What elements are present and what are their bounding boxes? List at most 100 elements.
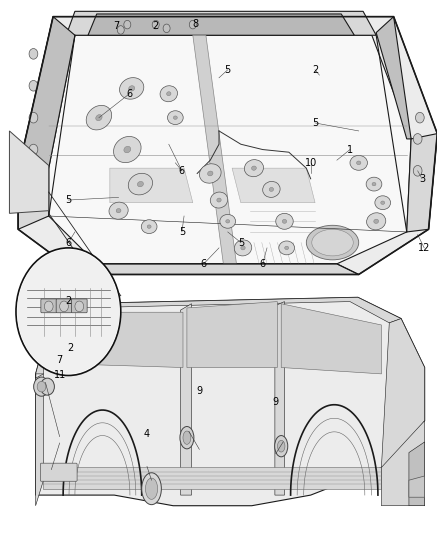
Polygon shape — [110, 168, 193, 203]
Polygon shape — [18, 17, 75, 171]
Polygon shape — [35, 304, 75, 374]
Text: 7: 7 — [57, 354, 63, 365]
Text: 12: 12 — [418, 243, 431, 253]
Text: 7: 7 — [113, 21, 120, 31]
Polygon shape — [193, 35, 237, 264]
Ellipse shape — [372, 182, 376, 186]
Polygon shape — [35, 374, 43, 506]
Ellipse shape — [147, 225, 151, 228]
Circle shape — [16, 248, 121, 375]
Text: 5: 5 — [312, 118, 318, 128]
Polygon shape — [18, 168, 49, 229]
Ellipse shape — [366, 177, 382, 191]
Circle shape — [117, 26, 124, 34]
Ellipse shape — [120, 78, 144, 99]
Circle shape — [75, 301, 84, 312]
Polygon shape — [376, 17, 411, 139]
Text: 6: 6 — [65, 238, 71, 247]
Ellipse shape — [350, 156, 367, 170]
Ellipse shape — [141, 220, 157, 233]
Polygon shape — [35, 297, 425, 506]
Ellipse shape — [129, 86, 135, 91]
Circle shape — [189, 20, 196, 29]
Circle shape — [34, 377, 49, 396]
Text: 5: 5 — [65, 195, 71, 205]
Polygon shape — [409, 476, 425, 497]
Ellipse shape — [367, 213, 386, 230]
Polygon shape — [88, 14, 354, 35]
Ellipse shape — [166, 92, 171, 96]
Circle shape — [37, 381, 46, 392]
Text: 4: 4 — [144, 429, 150, 439]
Circle shape — [29, 49, 38, 59]
Text: 1: 1 — [347, 144, 353, 155]
Ellipse shape — [217, 198, 221, 202]
Ellipse shape — [183, 431, 191, 445]
Circle shape — [413, 134, 422, 144]
Ellipse shape — [381, 201, 385, 205]
Text: 5: 5 — [238, 238, 244, 247]
Polygon shape — [381, 421, 425, 506]
Ellipse shape — [138, 181, 143, 187]
Text: 2: 2 — [152, 21, 159, 31]
Text: 8: 8 — [192, 19, 198, 29]
Ellipse shape — [128, 173, 152, 195]
Circle shape — [29, 144, 38, 155]
Ellipse shape — [220, 214, 236, 228]
Text: 2: 2 — [67, 343, 74, 353]
Ellipse shape — [167, 111, 183, 125]
Text: 3: 3 — [419, 174, 425, 184]
Circle shape — [152, 20, 159, 29]
Ellipse shape — [269, 188, 274, 191]
Ellipse shape — [275, 435, 288, 457]
Ellipse shape — [306, 225, 359, 260]
Polygon shape — [407, 134, 437, 232]
Circle shape — [29, 176, 38, 187]
Circle shape — [60, 301, 68, 312]
Ellipse shape — [279, 241, 294, 255]
Text: 11: 11 — [53, 370, 66, 381]
Ellipse shape — [210, 192, 228, 208]
Ellipse shape — [234, 240, 252, 256]
Polygon shape — [18, 17, 437, 274]
Text: 6: 6 — [201, 259, 207, 269]
Ellipse shape — [160, 86, 177, 102]
Polygon shape — [187, 302, 277, 368]
Text: 6: 6 — [127, 88, 133, 99]
Text: 5: 5 — [179, 227, 185, 237]
Ellipse shape — [278, 440, 285, 452]
Polygon shape — [66, 11, 376, 35]
Polygon shape — [79, 264, 359, 274]
Circle shape — [416, 112, 424, 123]
FancyBboxPatch shape — [41, 299, 57, 313]
Ellipse shape — [142, 473, 161, 505]
Ellipse shape — [113, 136, 141, 163]
Ellipse shape — [276, 213, 293, 229]
Ellipse shape — [199, 164, 221, 183]
Polygon shape — [49, 35, 411, 264]
FancyBboxPatch shape — [56, 299, 72, 313]
Polygon shape — [43, 467, 381, 489]
Ellipse shape — [283, 219, 287, 223]
Ellipse shape — [226, 220, 230, 223]
Ellipse shape — [208, 171, 213, 176]
Polygon shape — [46, 312, 183, 368]
Polygon shape — [281, 304, 381, 374]
Ellipse shape — [244, 159, 264, 176]
Polygon shape — [75, 297, 401, 323]
Polygon shape — [232, 168, 315, 203]
Ellipse shape — [312, 229, 353, 256]
Text: 9: 9 — [273, 397, 279, 407]
Circle shape — [413, 165, 422, 176]
Ellipse shape — [374, 219, 378, 223]
Ellipse shape — [173, 116, 177, 119]
Circle shape — [44, 301, 53, 312]
Text: 6: 6 — [260, 259, 266, 269]
FancyBboxPatch shape — [71, 299, 87, 313]
Circle shape — [29, 112, 38, 123]
Ellipse shape — [145, 478, 158, 499]
Ellipse shape — [263, 181, 280, 197]
Ellipse shape — [357, 161, 361, 165]
Circle shape — [124, 20, 131, 29]
Ellipse shape — [109, 202, 128, 219]
